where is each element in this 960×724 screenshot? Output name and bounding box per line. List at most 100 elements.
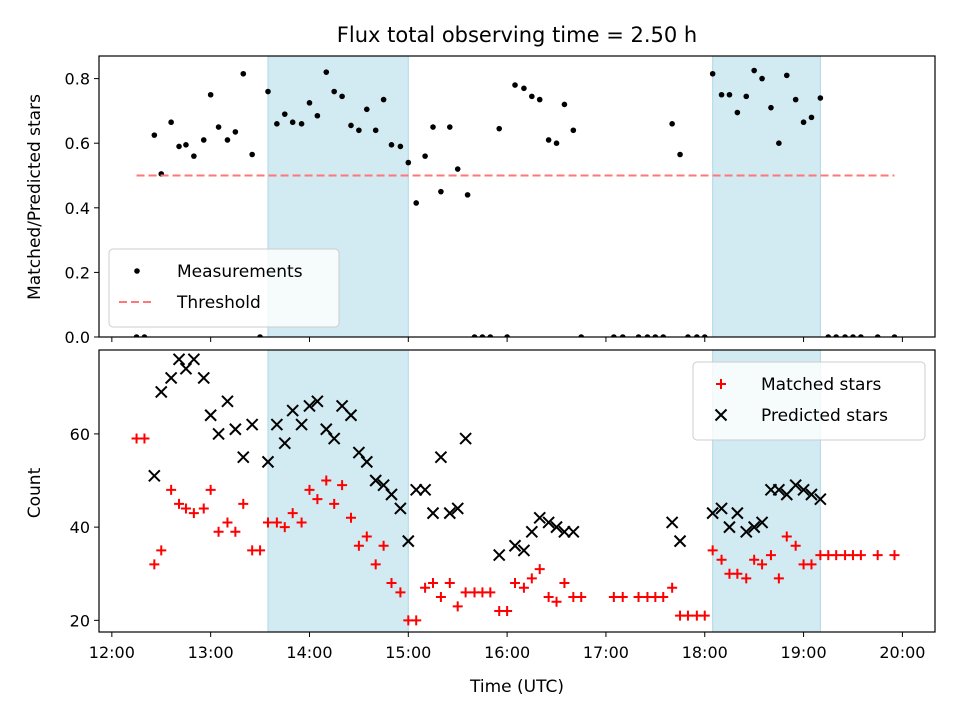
measurement-point — [151, 132, 158, 138]
predicted-star-point — [772, 483, 786, 497]
measurement-point — [891, 334, 898, 337]
matched-star-point — [510, 578, 521, 589]
y-tick-label: 0.8 — [65, 70, 90, 89]
measurement-point — [479, 334, 486, 337]
predicted-star-point — [533, 511, 546, 525]
matched-star-point — [238, 498, 249, 509]
matched-star-point — [608, 592, 619, 603]
matched-star-point — [188, 508, 199, 519]
measurement-point — [553, 140, 560, 147]
matched-star-point — [633, 592, 644, 603]
plot-frame — [98, 55, 936, 338]
measurement-point — [191, 153, 197, 159]
measurement-point — [200, 137, 207, 143]
matched-star-point — [287, 508, 298, 519]
matched-star-point — [428, 578, 439, 589]
measurement-point — [512, 82, 518, 88]
y-tick-label: 40 — [70, 518, 90, 537]
x-tick-label: 16:00 — [484, 643, 530, 662]
top-y-axis-label: Matched/Predicted stars — [25, 94, 45, 300]
shaded-interval — [712, 56, 821, 337]
measurement-point — [858, 334, 864, 337]
matched-star-point — [337, 480, 348, 491]
measurement-point — [874, 334, 881, 337]
measurement-point — [734, 109, 741, 116]
measurement-point — [578, 334, 585, 337]
measurement-point — [635, 334, 642, 337]
measurement-point — [232, 129, 239, 135]
matched-star-point — [156, 545, 167, 556]
matched-star-point — [312, 494, 323, 505]
matched-star-point — [773, 573, 784, 584]
matched-star-point — [222, 517, 233, 528]
matched-star-point — [667, 582, 678, 593]
matched-star-point — [551, 596, 562, 607]
matched-star-point — [262, 517, 273, 528]
measurement-point — [348, 122, 354, 129]
measurement-point — [677, 151, 683, 158]
x-tick-label: 20:00 — [879, 643, 925, 662]
predicted-star-point — [286, 404, 299, 417]
measurement-point — [306, 100, 313, 106]
predicted-star-point — [814, 492, 827, 506]
matched-star-point — [485, 587, 496, 598]
measurement-point — [274, 121, 280, 127]
matched-star-point — [255, 545, 266, 556]
measurement-point — [545, 137, 552, 143]
plot-frame — [98, 349, 936, 633]
measurement-point — [833, 334, 839, 337]
panel-count: 20 40 60 12:00 13:00 14:00 15:00 16:00 17:00 18:0… — [70, 349, 936, 662]
matched-star-point — [502, 606, 513, 617]
legend-dot-swatch — [134, 268, 140, 274]
shaded-interval — [267, 350, 409, 632]
predicted-star-point — [402, 534, 415, 548]
measurement-point — [701, 334, 708, 337]
predicted-star-point — [525, 525, 539, 538]
y-tick-label: 0.4 — [65, 199, 90, 218]
x-tick-label: 17:00 — [583, 643, 629, 662]
matched-star-point — [617, 592, 628, 603]
x-tick-label: 12:00 — [89, 643, 135, 662]
measurement-point — [464, 192, 471, 198]
predicted-star-point — [451, 502, 464, 515]
measurement-point — [265, 88, 271, 95]
predicted-star-point — [434, 450, 448, 464]
matched-star-point — [781, 531, 792, 542]
measurement-point — [817, 95, 824, 101]
measurement-point — [257, 334, 263, 337]
measurement-point — [314, 112, 321, 119]
measurement-point — [709, 70, 716, 77]
measurement-point — [356, 127, 362, 134]
predicted-star-point — [550, 520, 563, 534]
matched-star-point — [526, 573, 537, 584]
predicted-star-point — [229, 423, 242, 436]
predicted-star-point — [665, 516, 679, 529]
legend: Measurements Threshold — [108, 248, 340, 328]
chart-title: Flux total observing time = 2.50 h — [337, 23, 697, 47]
measurement-point — [388, 142, 395, 148]
predicted-star-point — [377, 478, 390, 492]
matched-star-point — [370, 559, 381, 570]
matched-star-point — [329, 498, 340, 509]
predicted-star-point — [164, 371, 178, 385]
measurement-point — [529, 93, 535, 100]
measurement-point — [660, 334, 667, 337]
matched-star-point — [889, 550, 900, 561]
predicted-star-point — [409, 483, 423, 497]
predicted-star-point — [740, 525, 753, 538]
matched-star-point — [174, 498, 185, 509]
predicted-star-point — [237, 450, 250, 464]
predicted-star-point — [797, 483, 810, 497]
measurement-point — [249, 151, 255, 158]
matched-star-point — [139, 433, 150, 444]
y-tick-label: 20 — [70, 611, 90, 630]
measurement-point — [783, 72, 790, 79]
measurement-point — [570, 127, 577, 134]
matched-star-point — [855, 550, 866, 561]
x-tick-label: 14:00 — [286, 643, 332, 662]
measurement-point — [323, 69, 330, 75]
matched-star-point — [765, 550, 776, 561]
measurement-point — [289, 119, 296, 126]
measurement-point — [536, 96, 543, 103]
y-tick-label: 60 — [70, 425, 90, 444]
